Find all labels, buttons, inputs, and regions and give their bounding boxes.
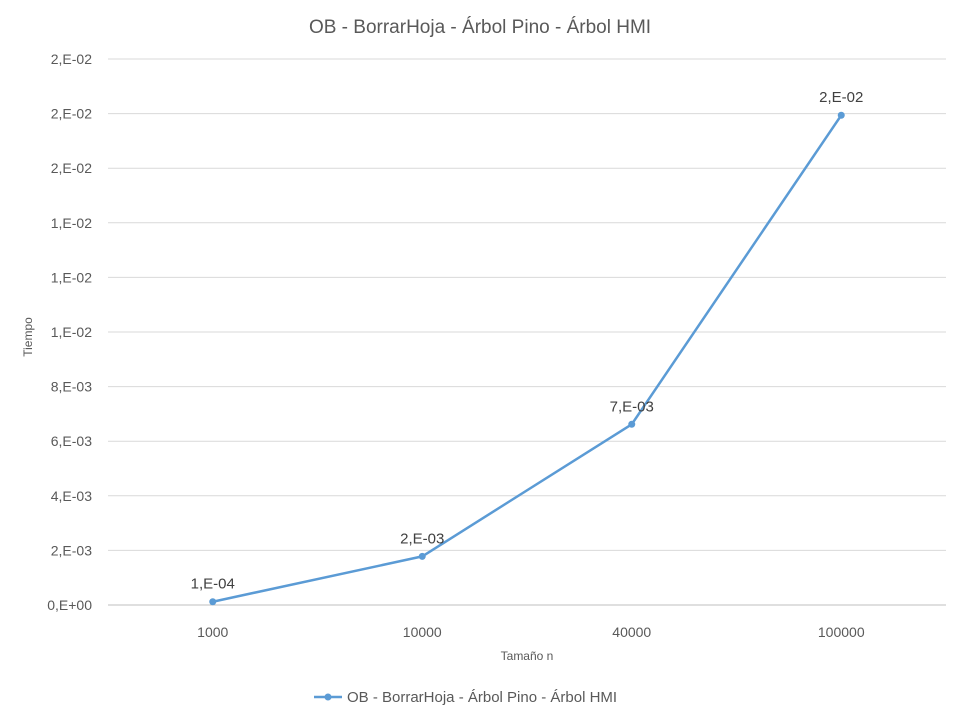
legend: OB - BorrarHoja - Árbol Pino - Árbol HMI — [314, 689, 617, 706]
x-axis-title: Tamaño n — [501, 649, 554, 663]
y-tick-label: 2,E-02 — [51, 160, 92, 176]
y-tick-label: 0,E+00 — [47, 597, 92, 613]
y-tick-label: 2,E-02 — [51, 51, 92, 67]
y-tick-label: 2,E-03 — [51, 542, 92, 558]
data-label: 2,E-03 — [400, 530, 444, 547]
y-tick-label: 6,E-03 — [51, 433, 92, 449]
x-tick-label: 1000 — [197, 624, 228, 640]
gridlines — [108, 58, 946, 606]
data-label: 7,E-03 — [610, 398, 654, 415]
chart-title: OB - BorrarHoja - Árbol Pino - Árbol HMI — [309, 17, 651, 38]
data-point — [209, 598, 217, 606]
y-tick-label: 1,E-02 — [51, 324, 92, 340]
x-tick-label: 100000 — [818, 624, 865, 640]
legend-label: OB - BorrarHoja - Árbol Pino - Árbol HMI — [347, 689, 617, 706]
y-tick-label: 8,E-03 — [51, 379, 92, 395]
x-tick-label: 10000 — [403, 624, 442, 640]
x-tick-label: 40000 — [612, 624, 651, 640]
y-tick-label: 1,E-02 — [51, 269, 92, 285]
y-tick-label: 1,E-02 — [51, 215, 92, 231]
x-axis-ticks: 1000 10000 40000 100000 — [197, 624, 865, 640]
y-tick-label: 4,E-03 — [51, 488, 92, 504]
data-labels: 1,E-04 2,E-03 7,E-03 2,E-02 — [191, 89, 864, 592]
series-layer — [209, 111, 845, 606]
legend-point-marker — [324, 693, 332, 701]
y-axis-title: Tiempo — [21, 317, 35, 357]
series-line — [212, 114, 843, 603]
data-point — [837, 111, 845, 119]
y-axis-ticks: 0,E+00 2,E-03 4,E-03 6,E-03 8,E-03 1,E-02 1,E-… — [47, 51, 92, 613]
data-label: 1,E-04 — [191, 576, 235, 593]
data-point — [628, 420, 636, 428]
y-tick-label: 2,E-02 — [51, 106, 92, 122]
data-label: 2,E-02 — [819, 89, 863, 106]
data-point — [418, 552, 426, 560]
